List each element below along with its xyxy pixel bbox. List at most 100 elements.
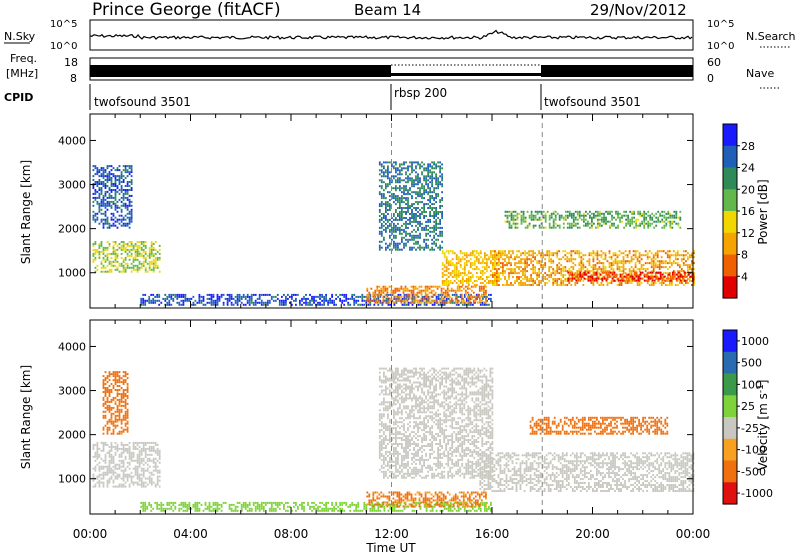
data-cell xyxy=(431,203,433,206)
data-cell xyxy=(431,165,433,168)
data-cell xyxy=(650,280,653,282)
data-cell xyxy=(508,220,511,223)
data-cell xyxy=(485,293,487,296)
data-cell xyxy=(372,291,375,294)
data-cell xyxy=(441,264,444,267)
data-cell xyxy=(488,303,490,306)
data-cell xyxy=(631,210,633,213)
data-cell xyxy=(631,277,634,280)
data-cell xyxy=(389,236,391,239)
data-cell xyxy=(120,173,123,176)
data-cell xyxy=(383,171,385,174)
data-cell xyxy=(429,181,431,184)
data-cell xyxy=(544,276,547,278)
data-cell xyxy=(467,282,470,284)
data-cell xyxy=(594,266,597,269)
data-cell xyxy=(389,207,391,209)
data-cell xyxy=(589,277,592,280)
data-cell xyxy=(481,278,484,280)
data-cell xyxy=(409,193,411,196)
data-cell xyxy=(407,240,409,243)
data-cell xyxy=(110,185,113,187)
data-cell xyxy=(156,258,159,261)
data-cell xyxy=(343,293,346,296)
data-cell xyxy=(492,268,494,271)
data-cell xyxy=(562,250,565,253)
data-cell xyxy=(234,301,237,304)
data-cell xyxy=(246,295,249,298)
velocity-data-cells xyxy=(92,367,695,512)
data-cell xyxy=(102,169,105,172)
data-cell xyxy=(295,299,297,302)
data-cell xyxy=(435,220,437,223)
data-cell xyxy=(591,275,594,278)
data-cell xyxy=(621,279,624,282)
data-cell xyxy=(214,301,217,304)
data-cell xyxy=(266,303,269,306)
data-cell xyxy=(556,250,559,253)
data-cell xyxy=(144,293,147,296)
data-cell xyxy=(693,278,695,280)
data-cell xyxy=(592,266,595,269)
data-cell xyxy=(202,303,205,306)
data-cell xyxy=(162,503,165,506)
data-cell xyxy=(102,410,105,413)
data-cell xyxy=(516,254,518,257)
data-cell xyxy=(397,226,399,229)
data-cell xyxy=(662,266,665,269)
data-cell xyxy=(454,289,457,292)
data-cell xyxy=(627,273,630,276)
data-cell xyxy=(494,274,496,277)
data-cell xyxy=(411,209,413,211)
data-cell xyxy=(112,412,115,415)
data-cell xyxy=(395,197,397,200)
data-cell xyxy=(401,201,403,204)
data-cell xyxy=(102,218,105,221)
data-cell xyxy=(524,258,526,261)
data-cell xyxy=(606,282,609,284)
data-cell xyxy=(112,222,115,225)
data-cell xyxy=(100,457,103,460)
data-cell xyxy=(439,222,441,225)
data-cell xyxy=(134,467,137,470)
data-cell xyxy=(614,260,617,263)
data-cell xyxy=(116,254,119,257)
data-cell xyxy=(144,485,147,488)
data-cell xyxy=(100,198,103,201)
data-cell xyxy=(435,165,437,168)
data-cell xyxy=(200,299,203,302)
data-cell xyxy=(635,218,637,221)
data-cell xyxy=(504,214,507,217)
data-cell xyxy=(136,469,139,472)
data-cell xyxy=(453,252,456,255)
data-cell xyxy=(118,375,121,378)
data-cell xyxy=(373,297,376,300)
data-cell xyxy=(666,254,669,257)
data-cell xyxy=(445,250,448,253)
data-cell xyxy=(691,262,693,265)
data-cell xyxy=(484,280,486,282)
data-cell xyxy=(136,455,139,458)
data-cell xyxy=(136,457,139,460)
data-cell xyxy=(385,246,387,249)
data-cell xyxy=(653,214,656,217)
data-cell xyxy=(685,282,687,284)
data-cell xyxy=(393,177,395,180)
data-cell xyxy=(100,270,103,273)
data-cell xyxy=(327,299,329,302)
data-cell xyxy=(373,303,376,306)
data-cell xyxy=(108,165,111,168)
data-cell xyxy=(146,477,149,480)
data-cell xyxy=(100,212,103,215)
data-cell xyxy=(435,295,438,298)
data-cell xyxy=(116,408,119,411)
data-cell xyxy=(158,507,161,510)
data-cell xyxy=(510,270,512,273)
data-cell xyxy=(393,244,395,247)
data-cell xyxy=(581,275,584,278)
data-cell xyxy=(486,264,488,267)
data-cell xyxy=(636,250,639,253)
data-cell xyxy=(506,216,509,219)
data-cell xyxy=(419,220,421,223)
data-cell xyxy=(429,213,431,215)
